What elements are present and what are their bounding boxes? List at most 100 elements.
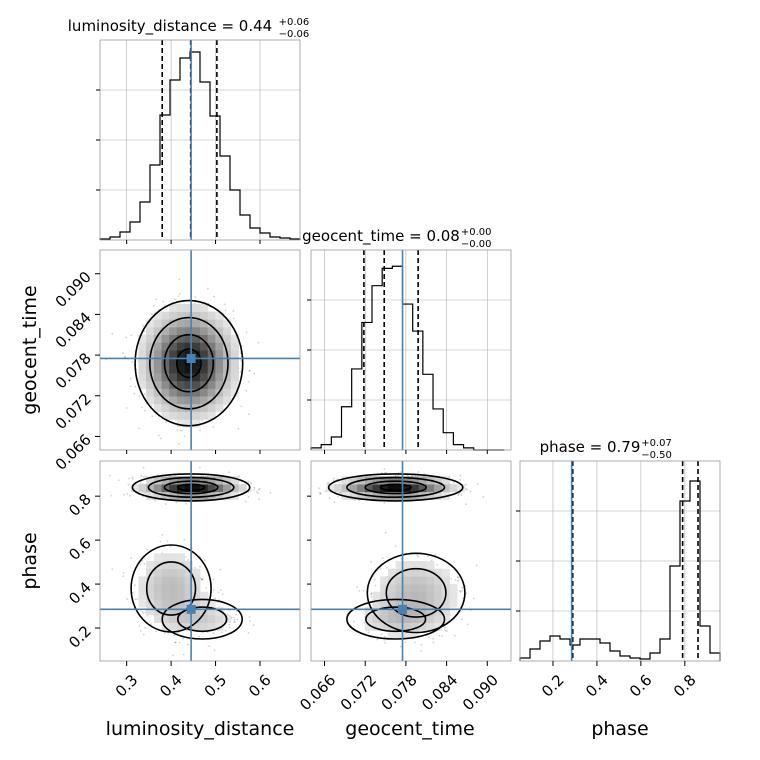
density-cell — [434, 584, 443, 593]
sample-point — [247, 495, 250, 498]
density-cell — [169, 388, 178, 397]
y-tick-label-luminosity-distance-vs-phase-0: 0.2 — [65, 622, 95, 652]
contour-geocent-time-vs-phase-2-1 — [365, 606, 427, 633]
density-cell — [434, 607, 443, 616]
density-cell — [387, 576, 397, 585]
density-cell — [146, 319, 155, 328]
sample-point — [124, 356, 127, 358]
density-cell — [223, 326, 232, 336]
sample-point — [118, 479, 120, 482]
density-cell — [357, 491, 366, 500]
sample-point — [257, 492, 260, 494]
sample-point — [461, 586, 463, 589]
sample-point — [139, 630, 142, 632]
density-cell — [176, 614, 186, 623]
sample-point — [111, 332, 114, 335]
sample-point — [175, 465, 177, 467]
density-cell — [153, 319, 162, 328]
density-cell — [169, 561, 178, 570]
sample-point — [144, 475, 147, 478]
density-cell — [403, 614, 412, 623]
density-cell — [418, 614, 427, 623]
density-cell — [207, 334, 216, 343]
sample-point — [126, 598, 129, 600]
density-cell — [341, 484, 350, 493]
sample-point — [154, 499, 156, 502]
sample-point — [129, 385, 132, 388]
sample-point — [370, 560, 372, 563]
sample-point — [163, 632, 166, 634]
density-cell — [426, 568, 435, 577]
sample-point — [129, 495, 131, 497]
sample-point — [513, 492, 515, 494]
density-cell — [207, 373, 216, 382]
sample-point — [138, 625, 141, 627]
sample-point — [461, 589, 463, 592]
density-cell — [184, 342, 193, 351]
sample-point — [137, 360, 139, 362]
sample-point — [319, 491, 321, 494]
sample-point — [122, 572, 125, 574]
sample-point — [224, 309, 227, 312]
sample-point — [146, 614, 149, 617]
sample-point — [457, 494, 460, 497]
density-cell — [192, 396, 201, 405]
density-cell — [207, 476, 216, 485]
density-cell — [372, 607, 381, 616]
sample-point — [187, 643, 189, 646]
sample-point — [138, 395, 141, 397]
sample-point — [178, 278, 181, 281]
density-cell — [207, 357, 216, 366]
sample-point — [141, 611, 144, 613]
density-cell — [184, 614, 193, 623]
sample-point — [201, 419, 204, 422]
density-cell — [192, 591, 201, 600]
density-cell — [169, 373, 178, 382]
sample-point — [461, 618, 463, 621]
density-cell — [395, 599, 404, 608]
sample-point — [160, 437, 162, 440]
density-cell — [403, 599, 412, 608]
density-cell — [223, 388, 232, 397]
contour-luminosity-distance-vs-geocent-time-0-3 — [175, 348, 202, 379]
sample-point — [152, 304, 155, 307]
density-cell — [138, 342, 147, 351]
sample-point — [162, 300, 165, 303]
sample-point — [178, 641, 181, 644]
sample-point — [444, 629, 447, 632]
density-cell — [223, 319, 232, 328]
density-cell — [176, 357, 186, 366]
y-axis-label-phase: phase — [19, 532, 41, 589]
density-cell — [138, 584, 147, 593]
sample-point — [128, 477, 131, 480]
density-cell — [184, 491, 193, 500]
density-cell — [169, 319, 178, 328]
density-cell — [426, 484, 435, 493]
density-cell — [395, 622, 404, 631]
density-cell — [449, 584, 458, 593]
sample-point — [217, 591, 220, 594]
density-cell — [192, 622, 201, 631]
sample-point — [143, 563, 146, 565]
sample-point — [157, 434, 160, 437]
sample-point — [161, 534, 164, 536]
density-cell — [215, 614, 224, 623]
title-sup-geocent-time: +0.00 — [461, 227, 492, 238]
density-cell — [434, 599, 443, 608]
density-cell — [184, 599, 193, 608]
contour-luminosity-distance-vs-geocent-time-0-0 — [134, 299, 244, 427]
density-cell — [176, 561, 186, 570]
sample-point — [146, 548, 148, 551]
density-cell — [395, 561, 404, 570]
density-cell — [200, 476, 209, 485]
sample-point — [367, 631, 370, 634]
density-cell — [411, 576, 420, 585]
density-cell — [387, 607, 397, 616]
sample-point — [201, 578, 204, 581]
density-cell — [230, 357, 239, 366]
sample-point — [374, 584, 377, 587]
density-cell — [434, 568, 443, 577]
density-cell — [380, 484, 389, 493]
sample-point — [225, 629, 227, 632]
